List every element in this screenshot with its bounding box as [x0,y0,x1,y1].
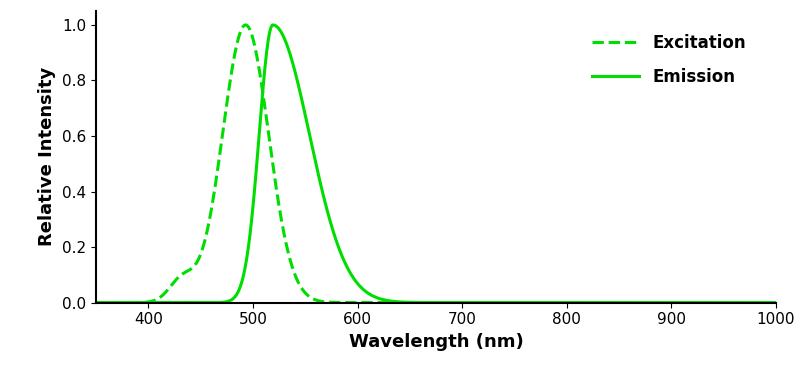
Excitation [241,23,250,27]
Excitation [771,300,781,305]
Excitation [172,277,182,281]
Emission [268,23,278,27]
Emission [515,300,525,305]
X-axis label: Wavelength (nm): Wavelength (nm) [349,333,523,351]
Excitation [319,300,329,304]
Legend: Excitation, Emission: Excitation, Emission [584,25,754,94]
Excitation [586,300,595,305]
Emission [641,300,650,305]
Emission [771,300,781,305]
Line: Excitation: Excitation [44,25,776,303]
Excitation [478,300,488,305]
Excitation [515,300,525,305]
Emission [39,300,49,305]
Y-axis label: Relative Intensity: Relative Intensity [38,67,57,246]
Emission [478,300,488,305]
Line: Emission: Emission [44,25,776,303]
Emission [586,300,595,305]
Emission [172,300,182,305]
Excitation [39,300,49,305]
Excitation [641,300,650,305]
Emission [319,194,329,199]
